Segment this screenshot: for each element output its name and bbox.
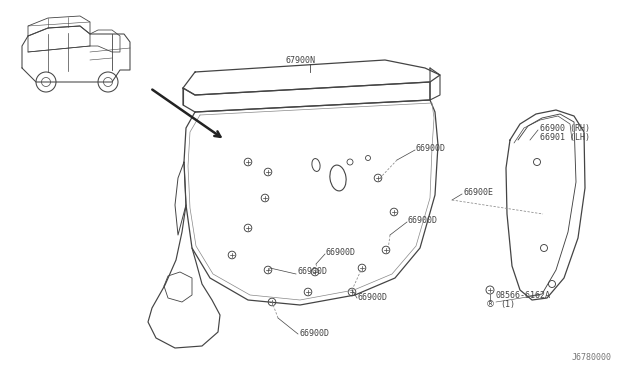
Text: 66900D: 66900D — [416, 144, 446, 153]
Text: J6780000: J6780000 — [572, 353, 612, 362]
Text: 66900E: 66900E — [463, 187, 493, 196]
Text: ®: ® — [486, 300, 495, 309]
Text: 66900D: 66900D — [326, 247, 356, 257]
Text: 66900D: 66900D — [297, 267, 327, 276]
Text: 66900D: 66900D — [358, 292, 388, 301]
Text: 66900D: 66900D — [299, 328, 329, 337]
Text: 66900D: 66900D — [408, 215, 438, 224]
Text: 66900 (RH): 66900 (RH) — [540, 124, 590, 132]
Text: 67900N: 67900N — [285, 55, 315, 64]
Text: 08566-6162A: 08566-6162A — [496, 292, 551, 301]
Text: 66901 (LH): 66901 (LH) — [540, 132, 590, 141]
Text: (1): (1) — [500, 301, 515, 310]
